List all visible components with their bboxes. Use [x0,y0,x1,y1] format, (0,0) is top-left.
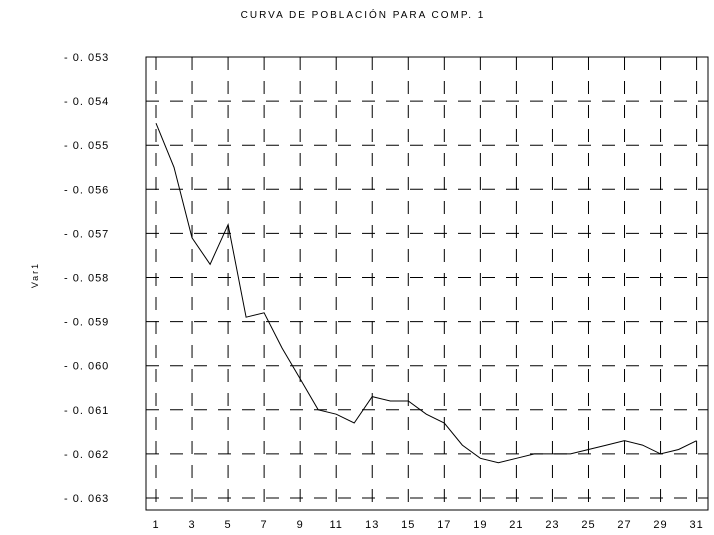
x-tick-label: 7 [261,519,268,531]
x-tick-label: 15 [401,519,415,531]
y-tick-label: - 0. 055 [64,140,109,152]
grid [146,56,708,510]
x-tick-label: 23 [545,519,559,531]
x-tick-label: 3 [188,519,195,531]
y-axis-label: Var1 [30,262,40,288]
y-tick-label: - 0. 062 [64,449,109,461]
x-tick-label: 25 [581,519,595,531]
chart-title: CURVA DE POBLACIÓN PARA COMP. 1 [241,8,486,21]
y-tick-label: - 0. 059 [64,317,109,329]
x-axis-ticks: 1 3 5 7 9 11 13 15 17 19 21 23 25 27 29 31 [152,519,703,531]
x-tick-label: 1 [152,519,159,531]
y-tick-label: - 0. 063 [64,493,109,505]
x-tick-label: 5 [225,519,232,531]
y-tick-label: - 0. 053 [64,52,109,64]
y-tick-label: - 0. 061 [64,405,109,417]
y-tick-label: - 0. 058 [64,273,109,285]
x-tick-label: 31 [689,519,703,531]
y-tick-label: - 0. 060 [64,361,109,373]
y-tick-label: - 0. 054 [64,96,109,108]
x-tick-label: 11 [329,519,342,531]
series-line-var1 [155,123,697,464]
x-tick-label: 13 [365,519,379,531]
y-axis-ticks: - 0. 053 - 0. 054 - 0. 055 - 0. 056 - 0. 057… [64,52,109,505]
x-tick-label: 21 [509,519,523,531]
x-tick-label: 29 [653,519,667,531]
x-tick-label: 9 [297,519,304,531]
x-tick-label: 19 [473,519,487,531]
y-tick-label: - 0. 057 [64,228,109,240]
x-tick-label: 27 [617,519,631,531]
y-tick-label: - 0. 056 [64,184,109,196]
x-tick-label: 17 [437,519,451,531]
plot-frame [145,56,709,511]
